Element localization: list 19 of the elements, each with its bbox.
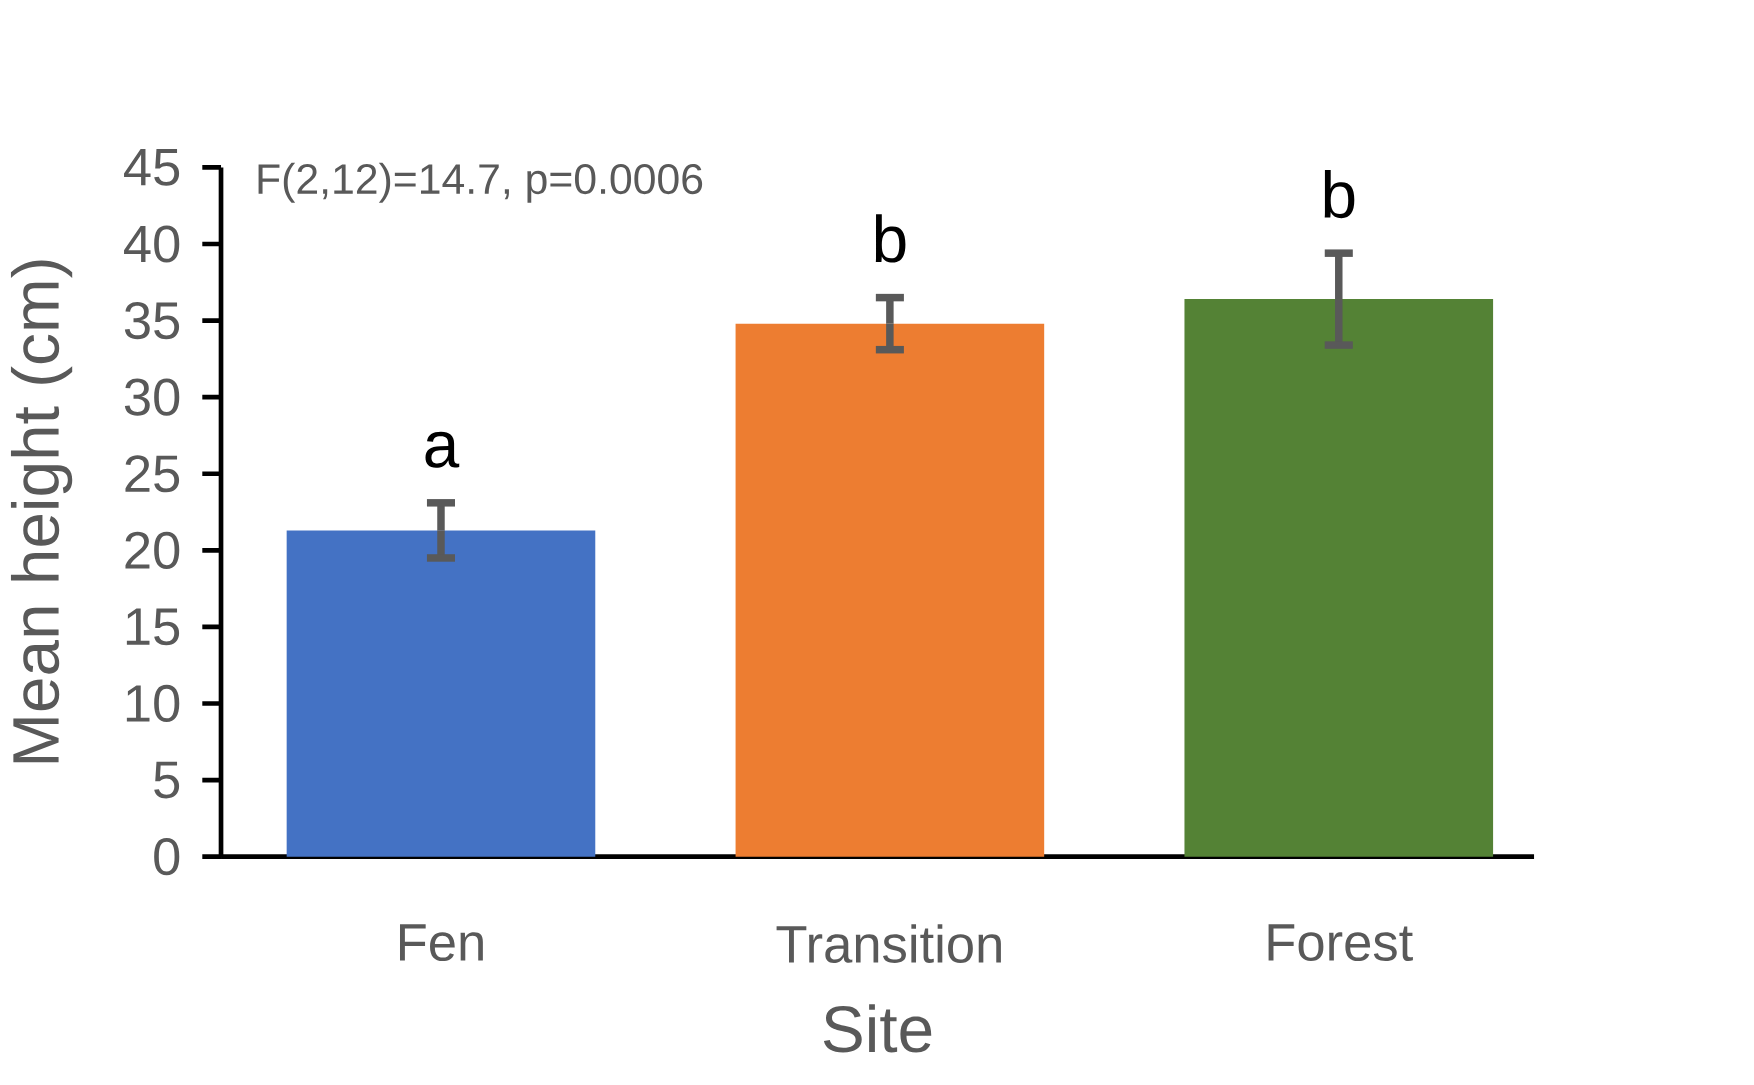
annotation: a [425,431,460,468]
x-tick-label: Fen [400,924,483,962]
y-tick-label: 5 [154,761,180,799]
y-tick-label: 35 [124,302,180,340]
y-tick-label: 25 [125,455,180,493]
x-tick-label: Forest [1268,924,1413,962]
y-axis-title: Mean height (cm) [10,260,73,763]
y-tick-label: 0 [154,838,180,876]
annotation: F(2,12)=14.7, p=0.0006 [258,162,703,203]
y-tick-label: 30 [124,378,180,416]
annotation: b [1324,169,1355,219]
x-axis-title: Site [823,1004,932,1053]
y-tick-label: 10 [126,684,180,723]
x-tick-label: Transition [776,924,1001,964]
y-tick-label: 40 [124,225,180,263]
y-tick-label: 45 [124,149,180,186]
annotation: b [875,214,906,263]
y-tick-label: 15 [126,608,180,646]
y-tick-label: 20 [125,531,180,570]
